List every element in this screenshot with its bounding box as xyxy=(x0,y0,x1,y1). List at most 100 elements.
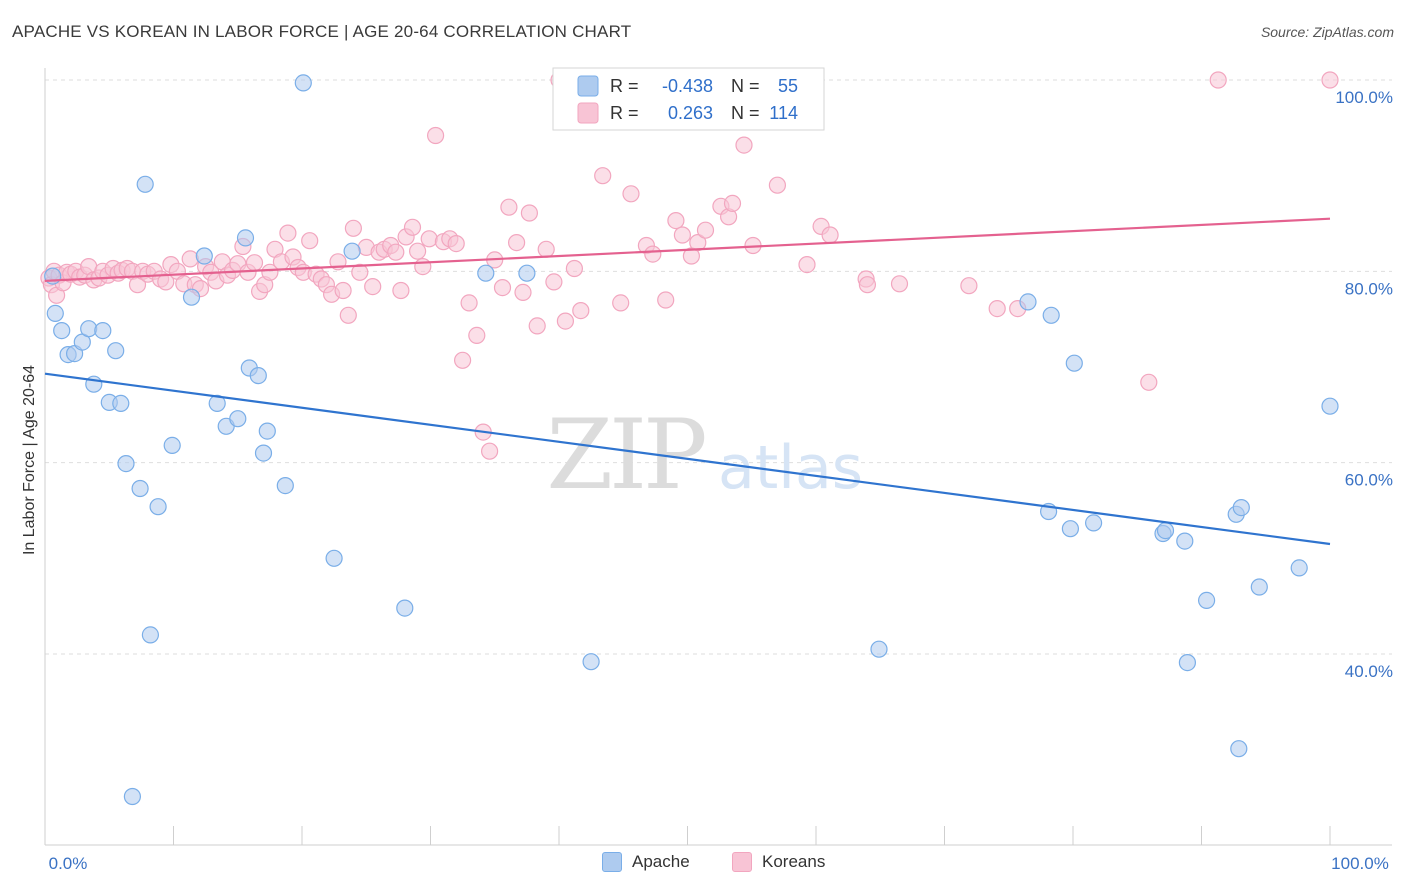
apache-point xyxy=(112,394,130,412)
apache-point xyxy=(294,74,312,92)
legend-item-apache[interactable]: Apache xyxy=(602,852,690,872)
koreans-point xyxy=(612,294,630,312)
apache-point xyxy=(477,264,495,282)
koreans-point xyxy=(1321,71,1339,89)
apache-point xyxy=(107,342,125,360)
legend-koreans-n-value: 114 xyxy=(769,103,798,123)
apache-point xyxy=(46,304,64,322)
koreans-point xyxy=(960,277,978,295)
apache-point xyxy=(1197,591,1216,610)
apache-point xyxy=(1178,653,1197,672)
apache-point xyxy=(236,229,255,247)
legend-item-koreans[interactable]: Koreans xyxy=(732,852,825,872)
legend-swatch-koreans xyxy=(577,102,599,124)
apache-point xyxy=(163,436,181,454)
koreans-point xyxy=(890,275,909,293)
legend-apache-r-value: -0.438 xyxy=(662,76,713,96)
apache-point xyxy=(117,455,135,473)
apache-point xyxy=(1084,514,1103,532)
koreans-point xyxy=(644,245,662,263)
koreans-point xyxy=(468,326,486,344)
y-tick-label: 80.0% xyxy=(1345,279,1393,298)
koreans-point xyxy=(481,442,499,460)
apache-point xyxy=(94,322,112,340)
y-tick-label: 100.0% xyxy=(1335,88,1393,107)
koreans-point xyxy=(514,283,532,301)
y-tick-label: 40.0% xyxy=(1345,662,1393,681)
axes xyxy=(44,68,1392,846)
legend-koreans-r-value: 0.263 xyxy=(668,103,713,123)
koreans-point xyxy=(988,300,1006,318)
koreans-point xyxy=(735,136,753,154)
apache-point xyxy=(518,264,536,282)
apache-trend-line xyxy=(44,372,1331,546)
koreans-point xyxy=(768,176,787,194)
apache-point xyxy=(325,549,343,567)
apache-point xyxy=(53,322,71,340)
koreans-trend-line xyxy=(44,217,1331,282)
legend-koreans-r-label: R = xyxy=(610,103,639,123)
apache-point xyxy=(1156,521,1175,540)
legend-apache-r-label: R = xyxy=(610,76,639,96)
koreans-point xyxy=(1140,373,1158,391)
koreans-point xyxy=(339,306,357,324)
koreans-point xyxy=(301,232,319,250)
apache-point xyxy=(343,242,361,260)
legend-swatch-apache-bottom xyxy=(602,852,622,872)
apache-point xyxy=(1061,520,1080,538)
apache-point xyxy=(276,477,294,495)
apache-point xyxy=(141,626,159,644)
apache-point xyxy=(1042,306,1060,324)
watermark-atlas: atlas xyxy=(718,433,863,503)
koreans-point xyxy=(157,273,175,291)
koreans-point xyxy=(392,281,410,300)
apache-point xyxy=(396,599,414,617)
koreans-point xyxy=(460,294,478,312)
x-tick-label-right: 100.0% xyxy=(1331,854,1389,873)
koreans-point xyxy=(821,226,839,244)
apache-point xyxy=(582,653,600,671)
apache-point xyxy=(149,498,167,516)
koreans-point xyxy=(528,317,546,335)
y-tick-label: 60.0% xyxy=(1345,471,1393,490)
koreans-point xyxy=(387,243,405,261)
koreans-point xyxy=(565,259,584,278)
koreans-point xyxy=(520,204,539,222)
koreans-point xyxy=(344,219,362,237)
trend-lines xyxy=(44,217,1331,546)
koreans-point xyxy=(261,263,279,281)
koreans-point xyxy=(500,198,518,216)
apache-point xyxy=(229,410,247,428)
koreans-point xyxy=(723,194,742,212)
correlation-legend: R = -0.438 N = 55 R = 0.263 N = 114 xyxy=(552,67,825,131)
apache-points xyxy=(44,74,1339,806)
apache-point xyxy=(1176,532,1194,550)
koreans-point xyxy=(427,126,445,145)
legend-label-koreans: Koreans xyxy=(762,852,826,871)
koreans-point xyxy=(420,230,438,248)
koreans-point xyxy=(403,218,422,236)
koreans-point xyxy=(507,234,526,252)
legend-swatch-koreans-bottom xyxy=(732,852,752,872)
koreans-point xyxy=(409,242,427,260)
chart-title: APACHE VS KOREAN IN LABOR FORCE | AGE 20… xyxy=(12,22,632,41)
koreans-point xyxy=(493,279,512,297)
apache-point xyxy=(870,640,888,658)
apache-point xyxy=(1230,740,1248,758)
x-tick-label-left: 0.0% xyxy=(49,854,88,873)
koreans-point xyxy=(689,234,707,252)
watermark-zip: ZIP xyxy=(546,399,705,511)
source-credit: Source: ZipAtlas.com xyxy=(1260,24,1394,40)
y-axis-label: In Labor Force | Age 20-64 xyxy=(21,364,38,556)
apache-point xyxy=(1250,578,1268,596)
koreans-point xyxy=(798,256,816,274)
koreans-point xyxy=(572,302,590,320)
koreans-point xyxy=(334,281,352,300)
koreans-point xyxy=(364,278,382,296)
legend-koreans-n-label: N = xyxy=(731,103,760,123)
koreans-point xyxy=(556,312,575,330)
apache-point xyxy=(208,394,226,412)
koreans-point xyxy=(594,167,612,185)
apache-point xyxy=(1321,397,1339,415)
series-legend: Apache Koreans xyxy=(0,852,1406,878)
